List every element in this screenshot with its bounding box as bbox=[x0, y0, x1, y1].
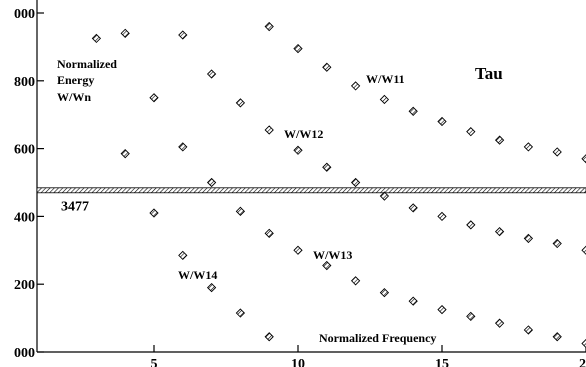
reference-line bbox=[36, 187, 586, 194]
data-point-w-w13 bbox=[293, 245, 303, 255]
data-point-w-w12 bbox=[581, 245, 586, 255]
data-point-w-w13 bbox=[494, 318, 505, 328]
data-point-w-w14 bbox=[264, 332, 274, 342]
series-label-w13: W/W13 bbox=[313, 248, 352, 262]
data-point-w-w13 bbox=[235, 206, 246, 216]
data-point-w-w12 bbox=[494, 227, 505, 237]
data-point-w-w13 bbox=[379, 288, 390, 298]
data-point-w-w14 bbox=[235, 308, 246, 318]
normalized-frequency-label: Normalized Frequency bbox=[319, 331, 436, 345]
data-point-w-w11 bbox=[264, 21, 274, 32]
series-label-w11: W/W11 bbox=[366, 72, 405, 86]
data-point-w-w11 bbox=[552, 147, 562, 157]
annotations: Normalized Energy W/Wn Tau Normalized Fr… bbox=[57, 57, 503, 345]
data-point-w-w11 bbox=[494, 135, 505, 145]
series-label-w12: W/W12 bbox=[284, 127, 323, 141]
data-point-w-w11 bbox=[379, 94, 390, 105]
data-point-w-w11 bbox=[437, 116, 447, 127]
y-tick-label: 600 bbox=[14, 143, 35, 158]
data-point-w-w13 bbox=[149, 208, 159, 218]
data-point-w-w11 bbox=[293, 43, 303, 54]
data-point-w-w12 bbox=[206, 69, 217, 79]
data-point-w-w13 bbox=[437, 304, 447, 315]
x-tick-label: 20 bbox=[579, 357, 586, 367]
data-point-w-w12 bbox=[408, 203, 418, 213]
data-point-w-w11 bbox=[350, 81, 361, 91]
data-point-w-w11 bbox=[523, 142, 534, 152]
reference-line-group: 3477 bbox=[36, 187, 586, 214]
x-tick-label: 5 bbox=[151, 357, 158, 367]
data-point-w-w13 bbox=[552, 332, 562, 342]
energy-label-line1: Normalized bbox=[57, 57, 117, 71]
series-label-w14: W/W14 bbox=[178, 268, 217, 282]
data-point-w-w12 bbox=[523, 233, 534, 244]
reference-line-label: 3477 bbox=[61, 199, 89, 214]
data-point-w-w12 bbox=[264, 125, 274, 135]
data-point-w-w12 bbox=[235, 98, 246, 108]
data-point-w-w11 bbox=[581, 154, 586, 164]
data-point-w-w12 bbox=[350, 177, 361, 188]
data-point-w-w11 bbox=[408, 106, 418, 116]
data-point-w-w11 bbox=[178, 30, 188, 40]
data-point-w-w13 bbox=[264, 228, 274, 238]
data-point-w-w12 bbox=[120, 149, 130, 159]
data-point-w-w13 bbox=[581, 338, 586, 349]
data-point-w-w11 bbox=[322, 62, 332, 72]
x-tick-label: 10 bbox=[291, 357, 305, 367]
y-tick-label: 200 bbox=[14, 278, 35, 293]
data-point-w-w13 bbox=[523, 325, 534, 335]
data-point-w-w12 bbox=[293, 145, 303, 155]
data-point-w-w12 bbox=[552, 238, 562, 249]
data-points bbox=[91, 21, 586, 349]
tau-label: Tau bbox=[475, 64, 503, 83]
data-point-w-w14 bbox=[178, 250, 188, 261]
y-tick-label: 000 bbox=[14, 7, 35, 22]
data-point-w-w13 bbox=[206, 177, 217, 188]
data-point-w-w13 bbox=[350, 276, 361, 286]
y-tick-label: 800 bbox=[14, 75, 35, 90]
data-point-w-w12 bbox=[437, 211, 447, 222]
x-tick-label: 15 bbox=[435, 357, 449, 367]
data-point-w-w13 bbox=[408, 296, 418, 306]
data-point-w-w12 bbox=[149, 93, 159, 103]
data-point-w-w13 bbox=[466, 311, 476, 322]
y-tick-label: 000 bbox=[14, 346, 35, 361]
data-point-w-w13 bbox=[322, 260, 332, 271]
data-point-w-w12 bbox=[379, 191, 390, 201]
energy-label-line3: W/Wn bbox=[57, 90, 91, 104]
data-point-w-w14 bbox=[206, 282, 217, 293]
data-point-w-w11 bbox=[91, 33, 102, 44]
data-point-w-w12 bbox=[178, 142, 188, 152]
y-tick-label: 400 bbox=[14, 210, 35, 225]
energy-label-line2: Energy bbox=[57, 73, 94, 87]
data-point-w-w11 bbox=[120, 28, 130, 38]
data-point-w-w12 bbox=[322, 162, 332, 172]
data-point-w-w11 bbox=[466, 127, 476, 137]
axis-ticks: 000 200 400 600 800 000 5 10 15 20 bbox=[14, 7, 586, 367]
plot-frame bbox=[36, 0, 586, 353]
data-point-w-w12 bbox=[466, 220, 476, 230]
